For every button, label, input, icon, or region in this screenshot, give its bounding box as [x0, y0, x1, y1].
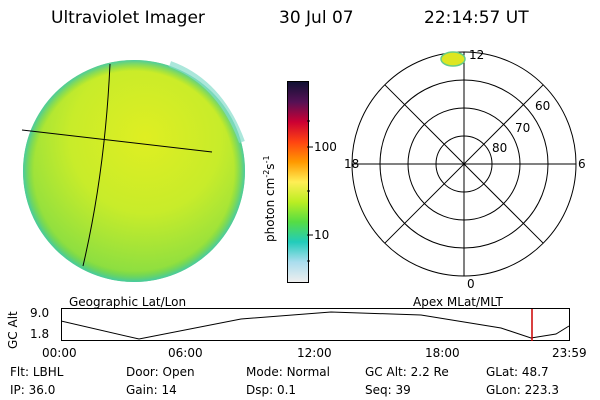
mlt-label-0: 0	[467, 277, 475, 290]
time-label: 22:14:57 UT	[424, 8, 529, 28]
altitude-curve	[61, 311, 570, 340]
time-tick-0000: 00:00	[42, 346, 77, 360]
date-label: 30 Jul 07	[279, 8, 354, 28]
time-tick-2359: 23:59	[552, 346, 587, 360]
status-ip: IP: 36.0	[10, 383, 56, 397]
limb-glow	[168, 61, 245, 144]
time-tick-1200: 12:00	[297, 346, 332, 360]
mlt-label-12: 12	[469, 48, 484, 62]
color-scale-unit: photon cm-2s-1	[262, 155, 277, 242]
time-tick-1800: 18:00	[425, 346, 460, 360]
altitude-plot	[61, 308, 570, 341]
instrument-title: Ultraviolet Imager	[51, 8, 205, 28]
color-tick-10: 10	[314, 228, 330, 242]
color-scale-gradient	[288, 82, 308, 282]
mlt-label-6: 6	[578, 157, 586, 171]
longitude-line	[82, 63, 111, 267]
altitude-tick-1-8: 1.8	[30, 327, 50, 341]
auroral-spot	[440, 51, 466, 67]
polar-plot: 12 18 6 0 60 70 80	[344, 48, 586, 290]
status-seq: Seq: 39	[365, 383, 411, 397]
earth-image	[21, 60, 245, 282]
status-gain: Gain: 14	[126, 383, 177, 397]
altitude-axis-label: GC Alt	[6, 311, 20, 349]
lat-label-60: 60	[535, 99, 550, 113]
lat-label-70: 70	[515, 121, 530, 135]
status-filter: Flt: LBHL	[10, 365, 64, 379]
color-scale-bar	[287, 81, 309, 283]
latitude-line	[21, 129, 213, 153]
status-gc-alt: GC Alt: 2.2 Re	[365, 365, 449, 379]
apex-label: Apex MLat/MLT	[413, 295, 503, 309]
color-tick-100: 100	[314, 140, 337, 154]
status-door: Door: Open	[126, 365, 195, 379]
altitude-tick-9: 9.0	[30, 306, 50, 320]
altitude-plot-frame	[61, 308, 570, 341]
color-scale-ticks	[307, 120, 313, 262]
mlt-label-18: 18	[344, 157, 359, 171]
status-glat: GLat: 48.7	[486, 365, 549, 379]
geographic-label: Geographic Lat/Lon	[69, 295, 187, 309]
lat-label-80: 80	[492, 141, 507, 155]
earth-limb	[23, 60, 245, 282]
status-glon: GLon: 223.3	[486, 383, 559, 397]
time-tick-0600: 06:00	[168, 346, 203, 360]
polar-diagonal-2	[384, 84, 544, 244]
status-mode: Mode: Normal	[246, 365, 330, 379]
status-dsp: Dsp: 0.1	[246, 383, 297, 397]
